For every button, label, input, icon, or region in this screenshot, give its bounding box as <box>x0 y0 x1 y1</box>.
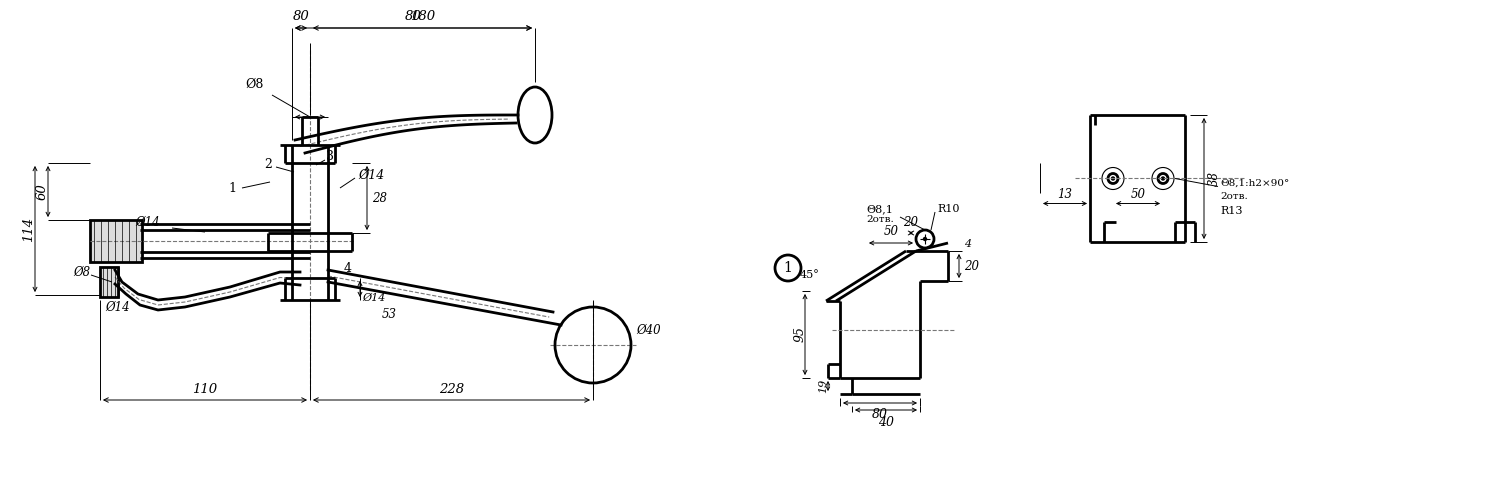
Text: 228: 228 <box>438 383 464 396</box>
Text: 40: 40 <box>878 416 894 429</box>
Text: Ø14: Ø14 <box>361 293 386 303</box>
Text: 1: 1 <box>228 181 236 195</box>
Text: Ø8: Ø8 <box>73 266 91 278</box>
Text: Ø14: Ø14 <box>136 216 160 228</box>
Text: 180: 180 <box>410 10 435 23</box>
Circle shape <box>924 238 927 241</box>
Text: 50: 50 <box>883 225 898 238</box>
Text: Θ8,1:h2×90°: Θ8,1:h2×90° <box>1220 179 1290 188</box>
Text: 3: 3 <box>327 150 334 164</box>
Text: 4: 4 <box>345 262 352 274</box>
Text: Ø14: Ø14 <box>106 300 130 314</box>
Bar <box>91 220 142 262</box>
Text: Ø14: Ø14 <box>358 169 384 181</box>
Text: 4: 4 <box>965 239 971 249</box>
Text: 80: 80 <box>293 10 310 23</box>
Bar <box>100 267 118 297</box>
Text: 95: 95 <box>794 326 806 343</box>
Text: 20: 20 <box>904 216 918 229</box>
Text: 80: 80 <box>872 408 888 421</box>
Text: 110: 110 <box>192 383 218 396</box>
Text: Ø40: Ø40 <box>637 323 661 337</box>
Text: Θ8,1: Θ8,1 <box>866 204 894 214</box>
Circle shape <box>1161 177 1164 180</box>
Text: 1: 1 <box>783 261 792 275</box>
Text: 50: 50 <box>1131 188 1146 200</box>
Text: 80: 80 <box>405 10 422 23</box>
Text: R10: R10 <box>937 204 960 214</box>
Text: 60: 60 <box>35 183 48 200</box>
Text: Ø8: Ø8 <box>246 78 265 91</box>
Circle shape <box>1111 177 1114 180</box>
Text: 38: 38 <box>1208 171 1222 186</box>
Text: 19: 19 <box>818 379 829 393</box>
Text: 2отв.: 2отв. <box>866 216 894 224</box>
Text: R13: R13 <box>1220 205 1243 216</box>
Text: 2: 2 <box>265 158 272 172</box>
Text: 20: 20 <box>965 260 978 272</box>
Text: 53: 53 <box>383 309 398 321</box>
Text: 28: 28 <box>372 192 387 204</box>
Text: 13: 13 <box>1057 188 1072 200</box>
Text: 2отв.: 2отв. <box>1220 192 1247 201</box>
Text: 114: 114 <box>23 217 35 242</box>
Text: 45°: 45° <box>800 270 820 280</box>
